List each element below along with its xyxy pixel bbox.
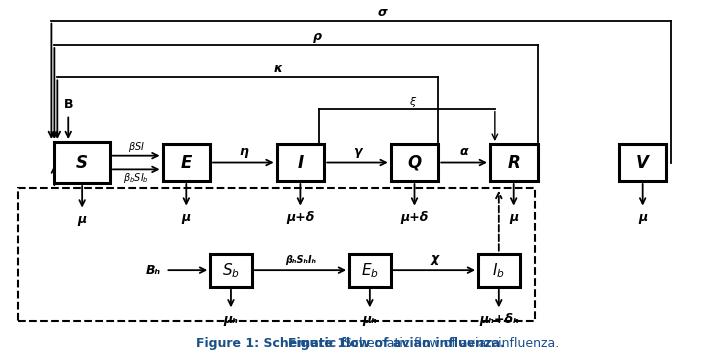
Text: μ+δ: μ+δ <box>400 212 429 225</box>
Text: $\beta SI$: $\beta SI$ <box>128 140 144 154</box>
Text: B: B <box>64 98 73 111</box>
Text: μ: μ <box>182 212 191 225</box>
Text: $I_b$: $I_b$ <box>492 261 505 279</box>
FancyBboxPatch shape <box>390 144 438 181</box>
Text: μ: μ <box>78 213 87 226</box>
Text: Bₕ: Bₕ <box>145 264 161 277</box>
Text: Figure 1:: Figure 1: <box>287 338 350 351</box>
Text: γ: γ <box>353 145 362 158</box>
FancyBboxPatch shape <box>619 144 667 181</box>
FancyBboxPatch shape <box>55 142 110 183</box>
Text: $E_b$: $E_b$ <box>361 261 379 279</box>
FancyBboxPatch shape <box>163 144 210 181</box>
Text: ξ: ξ <box>409 97 415 107</box>
FancyBboxPatch shape <box>349 253 390 287</box>
Text: μₕ+δₕ: μₕ+δₕ <box>479 313 519 326</box>
FancyBboxPatch shape <box>210 253 252 287</box>
Text: Figure 1: Schematic flow of avian influenza.: Figure 1: Schematic flow of avian influe… <box>196 338 505 351</box>
Text: κ: κ <box>273 62 283 75</box>
Text: $\beta_b SI_b$: $\beta_b SI_b$ <box>123 171 149 185</box>
Text: σ: σ <box>377 6 387 19</box>
Text: $S_b$: $S_b$ <box>222 261 240 279</box>
Text: I: I <box>297 153 304 171</box>
Text: V: V <box>637 153 649 171</box>
Text: Schematic flow of avian influenza.: Schematic flow of avian influenza. <box>340 338 559 351</box>
Text: μ+δ: μ+δ <box>286 212 315 225</box>
Text: ρ: ρ <box>313 30 322 43</box>
Text: Q: Q <box>407 153 421 171</box>
Text: E: E <box>181 153 192 171</box>
Text: η: η <box>239 145 247 158</box>
Text: χ: χ <box>430 252 438 265</box>
Text: βₕSₕIₕ: βₕSₕIₕ <box>285 255 316 265</box>
Text: R: R <box>508 153 520 171</box>
Text: μ: μ <box>638 212 647 225</box>
Text: S: S <box>76 153 88 171</box>
Bar <box>18 188 535 321</box>
FancyBboxPatch shape <box>277 144 324 181</box>
Text: α: α <box>460 145 468 158</box>
Text: μₕ: μₕ <box>224 313 238 326</box>
FancyBboxPatch shape <box>478 253 519 287</box>
Text: μₕ: μₕ <box>362 313 377 326</box>
FancyBboxPatch shape <box>490 144 538 181</box>
Text: μ: μ <box>509 212 518 225</box>
